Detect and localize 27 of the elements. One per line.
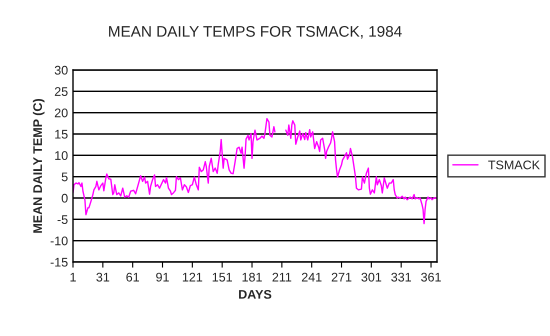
x-tick-label: 31: [96, 272, 110, 282]
x-tick-label: 271: [332, 272, 352, 282]
y-tick-label: 5: [62, 172, 68, 182]
x-tick-label: 91: [156, 272, 169, 282]
x-tick-label: 361: [421, 272, 441, 282]
y-tick-label: 15: [55, 130, 68, 139]
chart-title: MEAN DAILY TEMPS FOR TSMACK, 1984: [109, 26, 402, 39]
y-tick-label: -10: [50, 236, 68, 246]
y-tick-label: 20: [54, 108, 68, 118]
x-tick-label: 151: [212, 272, 232, 282]
x-tick-label: 61: [126, 272, 140, 282]
y-tick-label: -15: [50, 258, 68, 267]
x-tick-label: 211: [272, 272, 292, 282]
y-tick-label: 0: [62, 194, 68, 203]
x-axis-title: DAYS: [239, 290, 272, 299]
x-tick-label: 1: [70, 272, 76, 282]
x-tick-label: 241: [302, 272, 322, 282]
y-axis-title: MEAN DAILY TEMP (C): [32, 99, 45, 233]
legend-label: TSMACK: [488, 160, 540, 170]
x-tick-label: 181: [242, 272, 262, 282]
y-tick-label: -5: [58, 215, 68, 224]
x-tick-label: 301: [361, 272, 382, 282]
y-tick-label: 25: [54, 87, 68, 96]
x-tick-label: 331: [391, 272, 412, 282]
y-tick-label: 10: [55, 151, 68, 160]
y-tick-label: 30: [54, 66, 68, 75]
x-tick-label: 121: [182, 272, 202, 282]
